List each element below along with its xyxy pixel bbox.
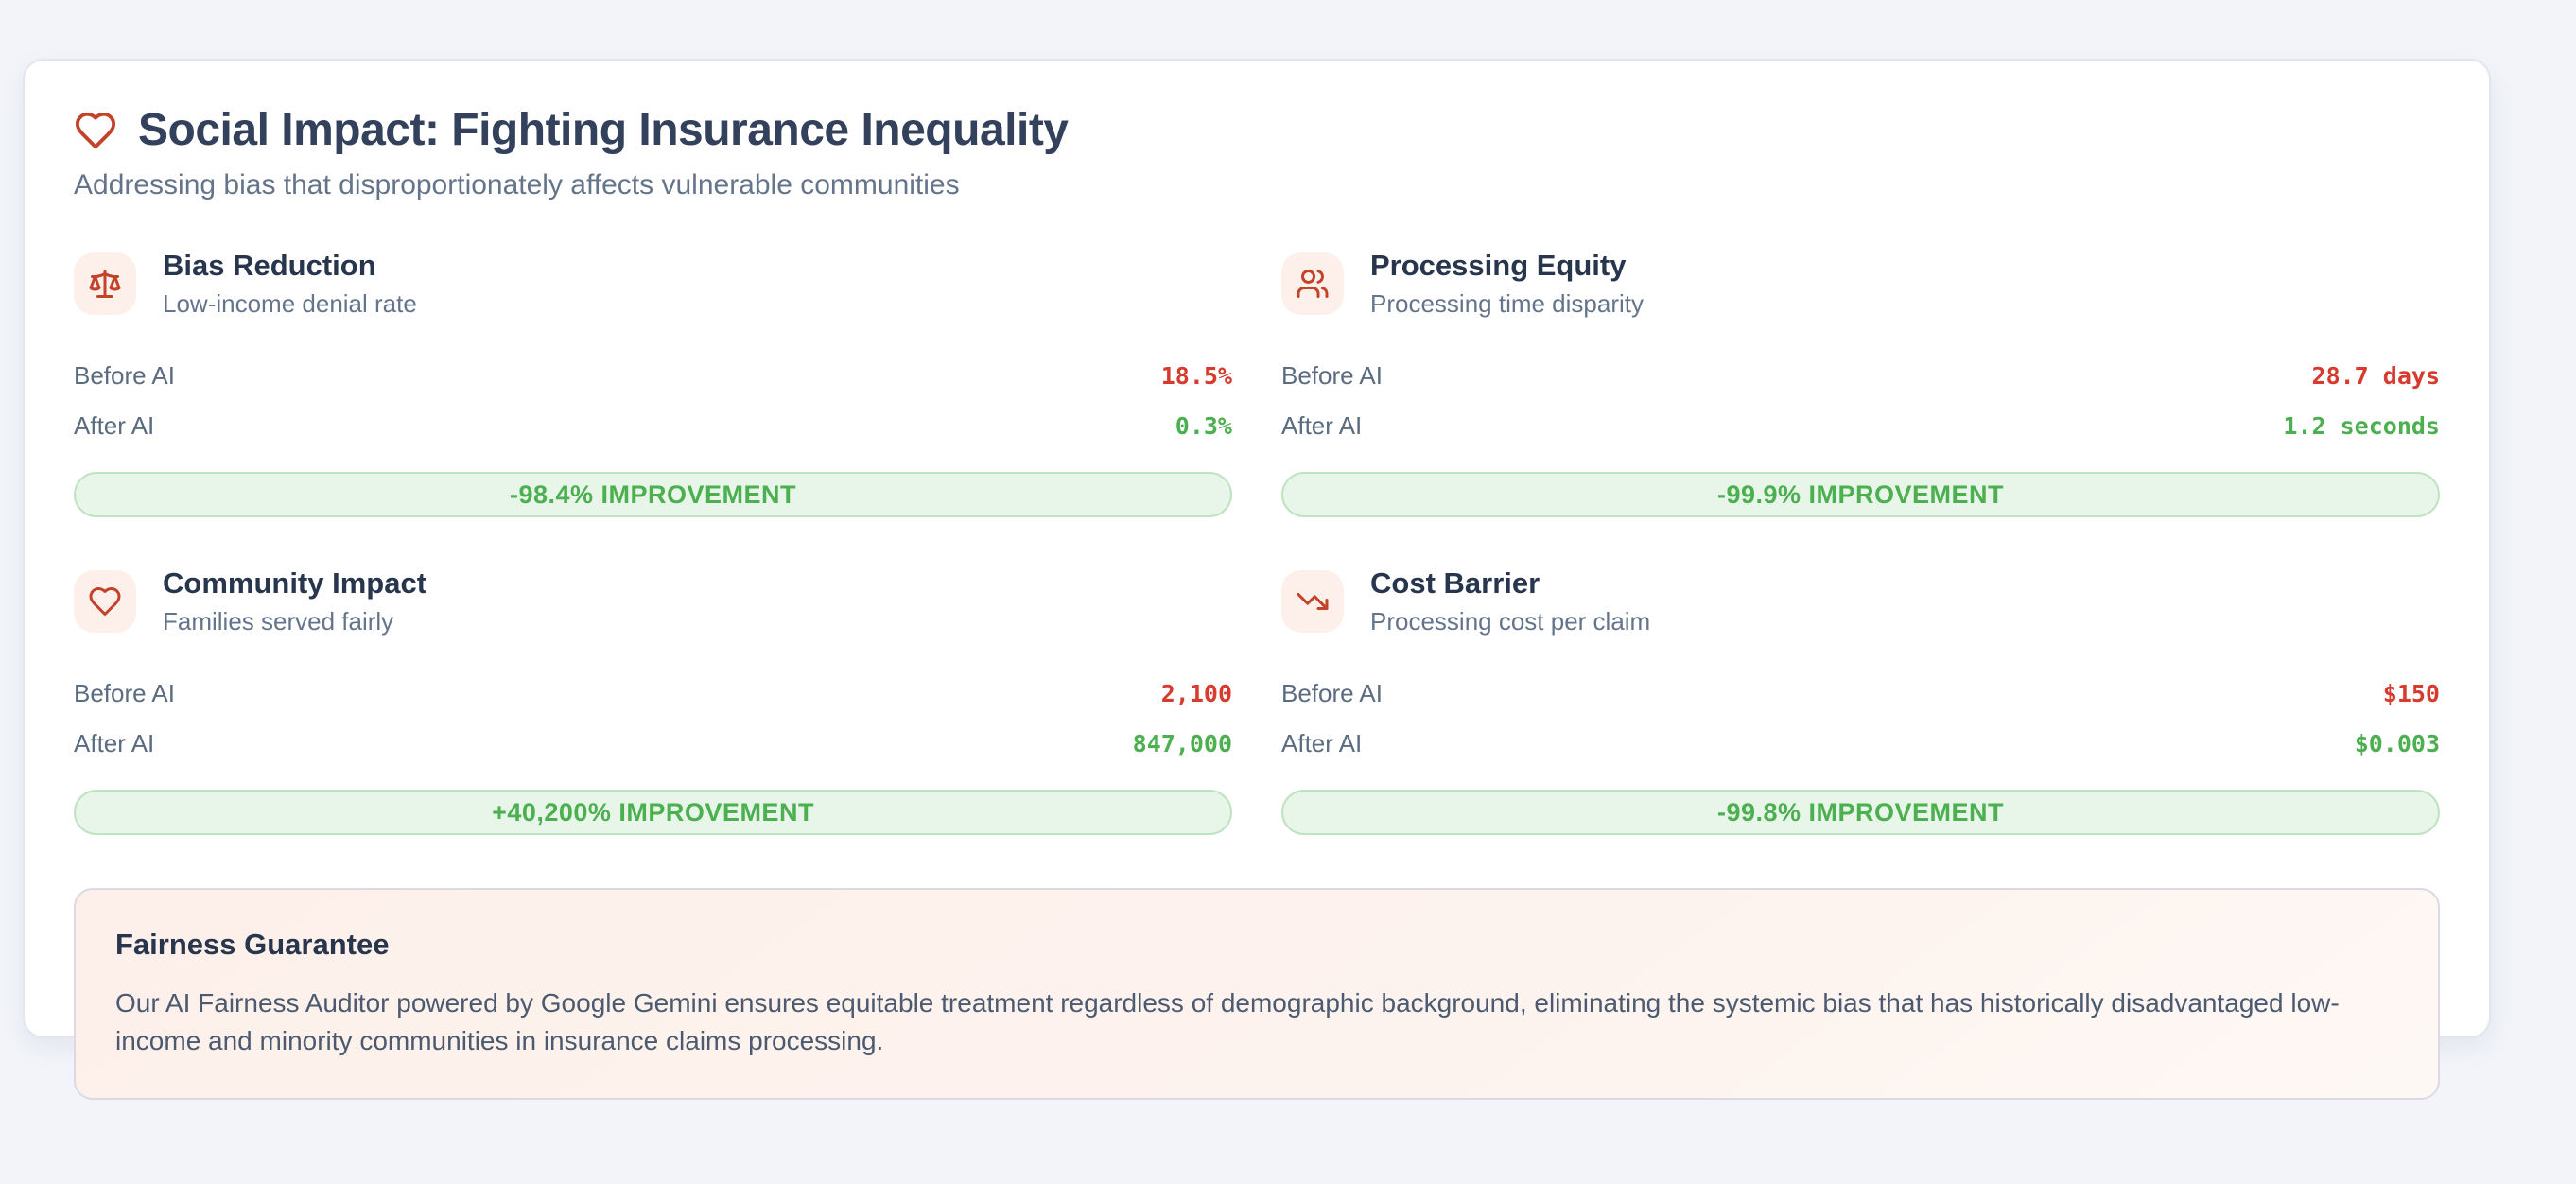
fairness-title: Fairness Guarantee — [115, 928, 390, 961]
metric-row-after: After AI 1.2 seconds — [1281, 401, 2440, 451]
page-header: Social Impact: Fighting Insurance Inequa… — [74, 104, 2440, 156]
after-value: 0.3% — [1175, 412, 1232, 440]
row-label: After AI — [74, 411, 155, 440]
scales-icon — [89, 270, 121, 298]
after-value: $0.003 — [2354, 730, 2440, 757]
metric-rows: Before AI 18.5% After AI 0.3% — [74, 351, 1232, 451]
metric-header-text: Processing Equity Processing time dispar… — [1370, 249, 1644, 319]
improvement-badge: -99.8% IMPROVEMENT — [1281, 790, 2440, 835]
after-value: 1.2 seconds — [2283, 412, 2440, 440]
heart-icon — [89, 587, 121, 616]
metric-title: Processing Equity — [1370, 249, 1627, 282]
row-label: After AI — [1281, 729, 1363, 757]
metric-processing-equity: Processing Equity Processing time dispar… — [1281, 249, 2440, 517]
metric-subtitle: Low-income denial rate — [163, 289, 417, 318]
metric-header-text: Cost Barrier Processing cost per claim — [1370, 566, 1650, 636]
metric-header: Processing Equity Processing time dispar… — [1281, 249, 2440, 319]
metric-subtitle: Processing time disparity — [1370, 289, 1644, 318]
metric-title: Bias Reduction — [163, 249, 376, 282]
before-value: $150 — [2382, 680, 2440, 707]
metric-title: Cost Barrier — [1370, 566, 1540, 600]
improvement-badge: -98.4% IMPROVEMENT — [74, 472, 1232, 517]
heart-icon — [75, 112, 116, 148]
metric-row-after: After AI $0.003 — [1281, 719, 2440, 769]
metrics-grid: Bias Reduction Low-income denial rate Be… — [74, 249, 2440, 835]
metric-row-after: After AI 0.3% — [74, 401, 1232, 451]
fairness-body: Our AI Fairness Auditor powered by Googl… — [115, 988, 2340, 1055]
metric-rows: Before AI $150 After AI $0.003 — [1281, 669, 2440, 769]
row-label: After AI — [74, 729, 155, 757]
row-label: Before AI — [1281, 361, 1383, 390]
row-label: Before AI — [74, 361, 175, 390]
after-value: 847,000 — [1132, 730, 1232, 757]
metric-rows: Before AI 2,100 After AI 847,000 — [74, 669, 1232, 769]
before-value: 28.7 days — [2311, 362, 2440, 390]
before-value: 18.5% — [1160, 362, 1232, 390]
metric-row-before: Before AI 18.5% — [74, 351, 1232, 401]
metric-header: Bias Reduction Low-income denial rate — [74, 249, 1232, 319]
metric-community-impact: Community Impact Families served fairly … — [74, 566, 1232, 835]
metric-header: Cost Barrier Processing cost per claim — [1281, 566, 2440, 636]
metric-subtitle: Processing cost per claim — [1370, 607, 1651, 636]
metric-row-after: After AI 847,000 — [74, 719, 1232, 769]
fairness-guarantee-panel: Fairness Guarantee Our AI Fairness Audit… — [74, 888, 2440, 1100]
icon-chip — [1281, 252, 1344, 315]
metric-header-text: Bias Reduction Low-income denial rate — [163, 249, 417, 319]
icon-chip — [1281, 570, 1344, 633]
users-icon — [1297, 270, 1329, 298]
metric-rows: Before AI 28.7 days After AI 1.2 seconds — [1281, 351, 2440, 451]
improvement-badge: +40,200% IMPROVEMENT — [74, 790, 1232, 835]
metric-title: Community Impact — [163, 566, 427, 600]
metric-header: Community Impact Families served fairly — [74, 566, 1232, 636]
metric-row-before: Before AI 28.7 days — [1281, 351, 2440, 401]
page-title: Social Impact: Fighting Insurance Inequa… — [138, 105, 1069, 155]
row-label: After AI — [1281, 411, 1363, 440]
before-value: 2,100 — [1160, 680, 1232, 707]
metric-header-text: Community Impact Families served fairly — [163, 566, 426, 636]
page-subtitle: Addressing bias that disproportionately … — [74, 169, 960, 200]
row-label: Before AI — [1281, 679, 1383, 707]
social-impact-card: Social Impact: Fighting Insurance Inequa… — [23, 59, 2491, 1100]
icon-chip — [74, 252, 136, 315]
icon-chip — [74, 570, 136, 633]
metric-row-before: Before AI $150 — [1281, 669, 2440, 719]
metric-bias-reduction: Bias Reduction Low-income denial rate Be… — [74, 249, 1232, 517]
metric-row-before: Before AI 2,100 — [74, 669, 1232, 719]
improvement-badge: -99.9% IMPROVEMENT — [1281, 472, 2440, 517]
trending-down-icon — [1297, 593, 1329, 610]
metric-subtitle: Families served fairly — [163, 607, 394, 636]
metric-cost-barrier: Cost Barrier Processing cost per claim B… — [1281, 566, 2440, 835]
row-label: Before AI — [74, 679, 175, 707]
